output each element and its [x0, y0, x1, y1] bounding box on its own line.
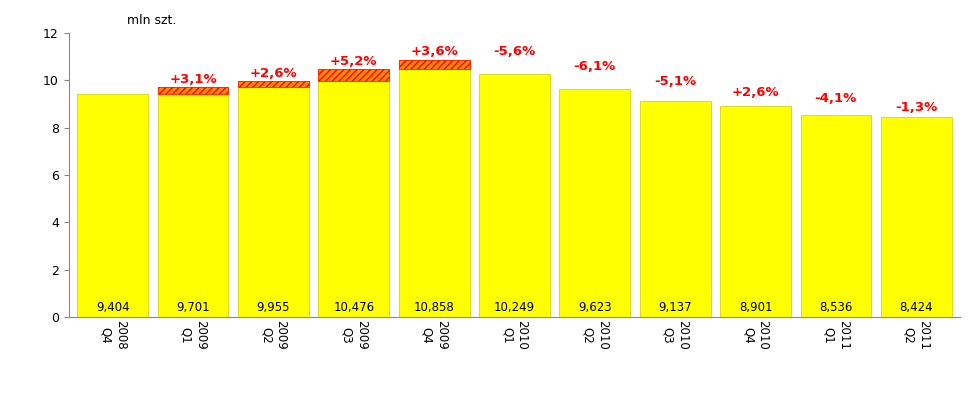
- Bar: [640, 101, 710, 317]
- Bar: [77, 94, 148, 317]
- Text: 9,955: 9,955: [257, 301, 290, 314]
- Bar: [399, 60, 469, 69]
- Text: 9,623: 9,623: [578, 301, 612, 314]
- Text: -5,6%: -5,6%: [493, 46, 536, 59]
- Bar: [158, 87, 228, 94]
- Bar: [158, 87, 228, 317]
- Bar: [399, 60, 469, 317]
- Bar: [479, 74, 550, 317]
- Bar: [560, 89, 630, 317]
- Text: +2,6%: +2,6%: [732, 86, 779, 99]
- Text: +3,1%: +3,1%: [170, 73, 217, 86]
- Bar: [318, 69, 389, 81]
- Text: 8,901: 8,901: [739, 301, 772, 314]
- Text: mln szt.: mln szt.: [126, 14, 176, 27]
- Text: 10,249: 10,249: [494, 301, 535, 314]
- Text: 10,858: 10,858: [414, 301, 455, 314]
- Bar: [881, 118, 952, 317]
- Text: 8,536: 8,536: [819, 301, 853, 314]
- Text: 10,476: 10,476: [333, 301, 374, 314]
- Text: 9,701: 9,701: [176, 301, 210, 314]
- Text: 9,137: 9,137: [659, 301, 692, 314]
- Text: 9,404: 9,404: [96, 301, 129, 314]
- Text: -5,1%: -5,1%: [654, 75, 696, 88]
- Text: -4,1%: -4,1%: [814, 92, 857, 105]
- Text: -6,1%: -6,1%: [573, 60, 616, 73]
- Text: +5,2%: +5,2%: [330, 55, 377, 68]
- Text: -1,3%: -1,3%: [895, 101, 937, 114]
- Text: +2,6%: +2,6%: [250, 67, 297, 80]
- Bar: [801, 115, 871, 317]
- Bar: [318, 69, 389, 317]
- Text: +3,6%: +3,6%: [411, 46, 458, 59]
- Text: 8,424: 8,424: [900, 301, 933, 314]
- Bar: [720, 106, 791, 317]
- Bar: [238, 81, 309, 317]
- Bar: [238, 81, 309, 87]
